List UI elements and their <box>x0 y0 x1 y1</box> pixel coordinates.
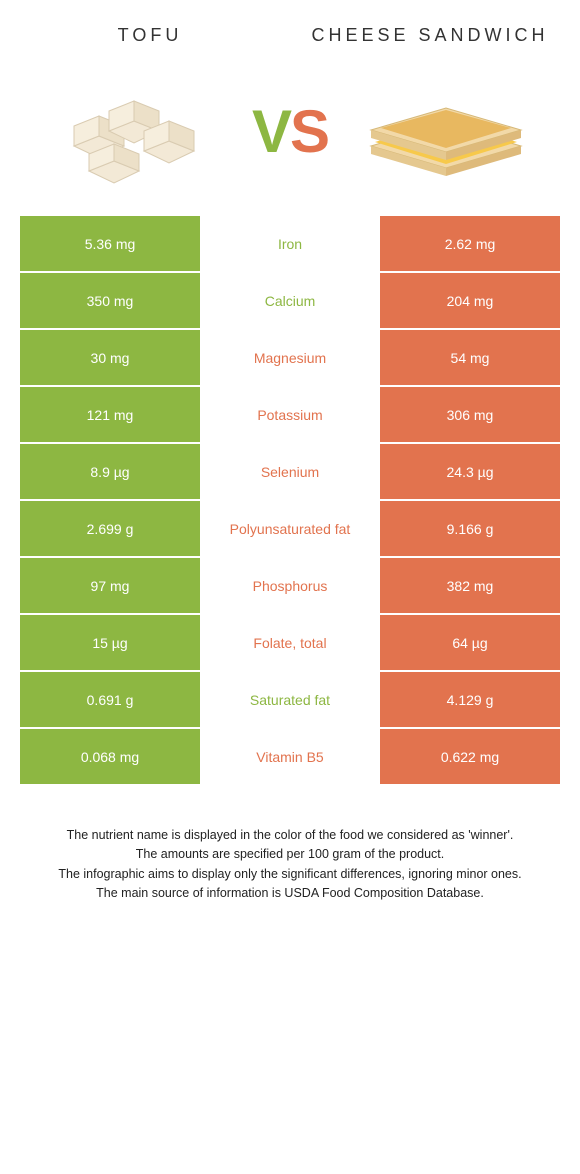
cell-nutrient: Calcium <box>200 273 380 328</box>
vs-v: V <box>252 97 290 166</box>
vs-label: V S <box>248 97 332 166</box>
cell-right: 2.62 mg <box>380 216 560 271</box>
table-row: 0.068 mgVitamin B50.622 mg <box>20 729 560 786</box>
footer-line: The nutrient name is displayed in the co… <box>30 826 550 845</box>
cell-nutrient: Potassium <box>200 387 380 442</box>
table-row: 30 mgMagnesium54 mg <box>20 330 560 387</box>
title-left: Tofu <box>10 25 290 46</box>
cell-left: 0.691 g <box>20 672 200 727</box>
tofu-image <box>20 76 248 186</box>
sandwich-icon <box>361 76 531 186</box>
cell-left: 350 mg <box>20 273 200 328</box>
footer-line: The main source of information is USDA F… <box>30 884 550 903</box>
table-row: 15 µgFolate, total64 µg <box>20 615 560 672</box>
vs-s: S <box>290 97 328 166</box>
cell-left: 2.699 g <box>20 501 200 556</box>
tofu-icon <box>54 76 214 186</box>
cell-left: 0.068 mg <box>20 729 200 784</box>
cell-left: 97 mg <box>20 558 200 613</box>
cell-nutrient: Polyunsaturated fat <box>200 501 380 556</box>
cell-right: 4.129 g <box>380 672 560 727</box>
cell-right: 306 mg <box>380 387 560 442</box>
cell-right: 9.166 g <box>380 501 560 556</box>
cell-right: 54 mg <box>380 330 560 385</box>
cell-right: 204 mg <box>380 273 560 328</box>
cell-right: 64 µg <box>380 615 560 670</box>
sandwich-image <box>332 76 560 186</box>
footer-notes: The nutrient name is displayed in the co… <box>30 826 550 904</box>
table-row: 8.9 µgSelenium24.3 µg <box>20 444 560 501</box>
cell-nutrient: Selenium <box>200 444 380 499</box>
table-row: 5.36 mgIron2.62 mg <box>20 216 560 273</box>
cell-nutrient: Saturated fat <box>200 672 380 727</box>
cell-left: 30 mg <box>20 330 200 385</box>
cell-left: 8.9 µg <box>20 444 200 499</box>
header: Tofu Cheese Sandwich <box>0 0 580 66</box>
cell-nutrient: Vitamin B5 <box>200 729 380 784</box>
table-row: 0.691 gSaturated fat4.129 g <box>20 672 560 729</box>
title-right: Cheese Sandwich <box>290 25 570 46</box>
cell-left: 15 µg <box>20 615 200 670</box>
footer-line: The amounts are specified per 100 gram o… <box>30 845 550 864</box>
cell-nutrient: Folate, total <box>200 615 380 670</box>
hero-row: V S <box>0 66 580 216</box>
cell-left: 121 mg <box>20 387 200 442</box>
cell-right: 382 mg <box>380 558 560 613</box>
nutrient-table: 5.36 mgIron2.62 mg350 mgCalcium204 mg30 … <box>20 216 560 786</box>
footer-line: The infographic aims to display only the… <box>30 865 550 884</box>
table-row: 2.699 gPolyunsaturated fat9.166 g <box>20 501 560 558</box>
cell-right: 24.3 µg <box>380 444 560 499</box>
table-row: 121 mgPotassium306 mg <box>20 387 560 444</box>
cell-left: 5.36 mg <box>20 216 200 271</box>
table-row: 350 mgCalcium204 mg <box>20 273 560 330</box>
cell-nutrient: Iron <box>200 216 380 271</box>
cell-right: 0.622 mg <box>380 729 560 784</box>
cell-nutrient: Phosphorus <box>200 558 380 613</box>
table-row: 97 mgPhosphorus382 mg <box>20 558 560 615</box>
cell-nutrient: Magnesium <box>200 330 380 385</box>
